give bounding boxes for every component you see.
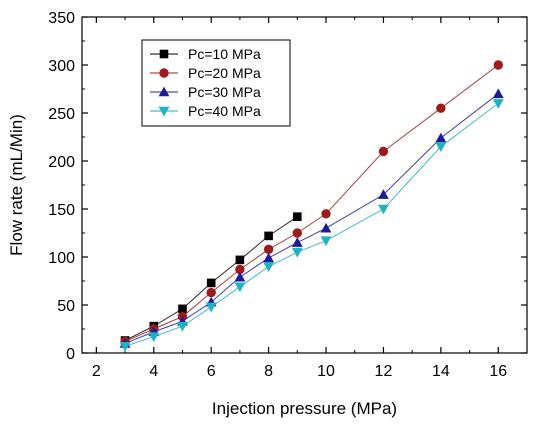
data-point: [148, 332, 160, 343]
data-point: [292, 228, 303, 238]
y-tick-label: 350: [48, 10, 75, 27]
y-tick-label: 50: [57, 298, 75, 315]
data-point: [492, 99, 504, 109]
data-point: [320, 236, 332, 247]
data-point: [492, 88, 504, 99]
legend-label: Pc=20 MPa: [188, 65, 261, 81]
data-point: [291, 247, 303, 258]
y-axis-ticks: 0 50 100 150 200 250 300 350: [48, 10, 527, 363]
series-3: [119, 88, 504, 348]
data-point: [235, 264, 245, 275]
series-4: [119, 99, 504, 352]
x-axis-ticks: 2 4 6 8 10 12 14 16: [92, 17, 507, 380]
legend-entry: Pc=40 MPa: [150, 103, 261, 119]
legend-label: Pc=40 MPa: [188, 103, 261, 119]
data-point: [119, 341, 131, 352]
y-tick-label: 0: [66, 346, 75, 363]
x-tick-label: 14: [432, 363, 450, 380]
data-point: [493, 60, 503, 70]
legend-marker: [159, 68, 169, 78]
data-point: [378, 189, 389, 199]
legend-marker: [158, 106, 170, 117]
data-point: [177, 321, 188, 332]
y-axis-label: Flow rate (mL/Min): [7, 114, 26, 256]
legend-marker: [159, 49, 169, 59]
legend-label: Pc=30 MPa: [188, 84, 261, 100]
legend-entry: Pc=10 MPa: [150, 46, 261, 62]
data-point: [291, 237, 303, 247]
data-point: [235, 255, 245, 265]
data-point: [435, 132, 447, 143]
series-layer: [119, 60, 504, 352]
x-tick-label: 2: [92, 363, 101, 380]
data-point: [320, 222, 332, 233]
data-point: [178, 304, 187, 314]
data-point: [205, 302, 217, 313]
data-point: [263, 252, 274, 263]
data-point: [263, 244, 274, 255]
x-tick-label: 12: [375, 363, 393, 380]
data-point: [206, 278, 216, 288]
data-point: [234, 282, 246, 293]
x-tick-label: 16: [489, 363, 507, 380]
data-point: [378, 146, 389, 157]
legend-entry: Pc=20 MPa: [150, 65, 261, 81]
data-point: [293, 212, 302, 221]
data-point: [234, 271, 246, 282]
x-tick-label: 6: [207, 363, 216, 380]
legend-label: Pc=10 MPa: [188, 46, 261, 62]
data-point: [206, 287, 216, 298]
data-point: [435, 142, 447, 152]
data-point: [263, 262, 274, 272]
y-tick-label: 200: [48, 154, 75, 171]
x-axis-label: Injection pressure (MPa): [212, 399, 397, 418]
data-point: [321, 209, 331, 219]
x-tick-label: 8: [264, 363, 273, 380]
legend-marker: [158, 86, 170, 97]
y-tick-label: 250: [48, 106, 75, 123]
series-1: [120, 212, 302, 345]
y-tick-label: 100: [48, 250, 75, 267]
x-tick-label: 10: [317, 363, 335, 380]
data-point: [436, 103, 446, 113]
data-point: [264, 231, 273, 241]
x-tick-label: 4: [149, 363, 158, 380]
legend: Pc=10 MPa Pc=20 MPa Pc=30 MPa Pc=40 MPa: [141, 39, 291, 127]
y-tick-label: 150: [48, 202, 75, 219]
legend-entry: Pc=30 MPa: [150, 84, 261, 100]
data-point: [378, 204, 389, 215]
y-tick-label: 300: [48, 58, 75, 75]
